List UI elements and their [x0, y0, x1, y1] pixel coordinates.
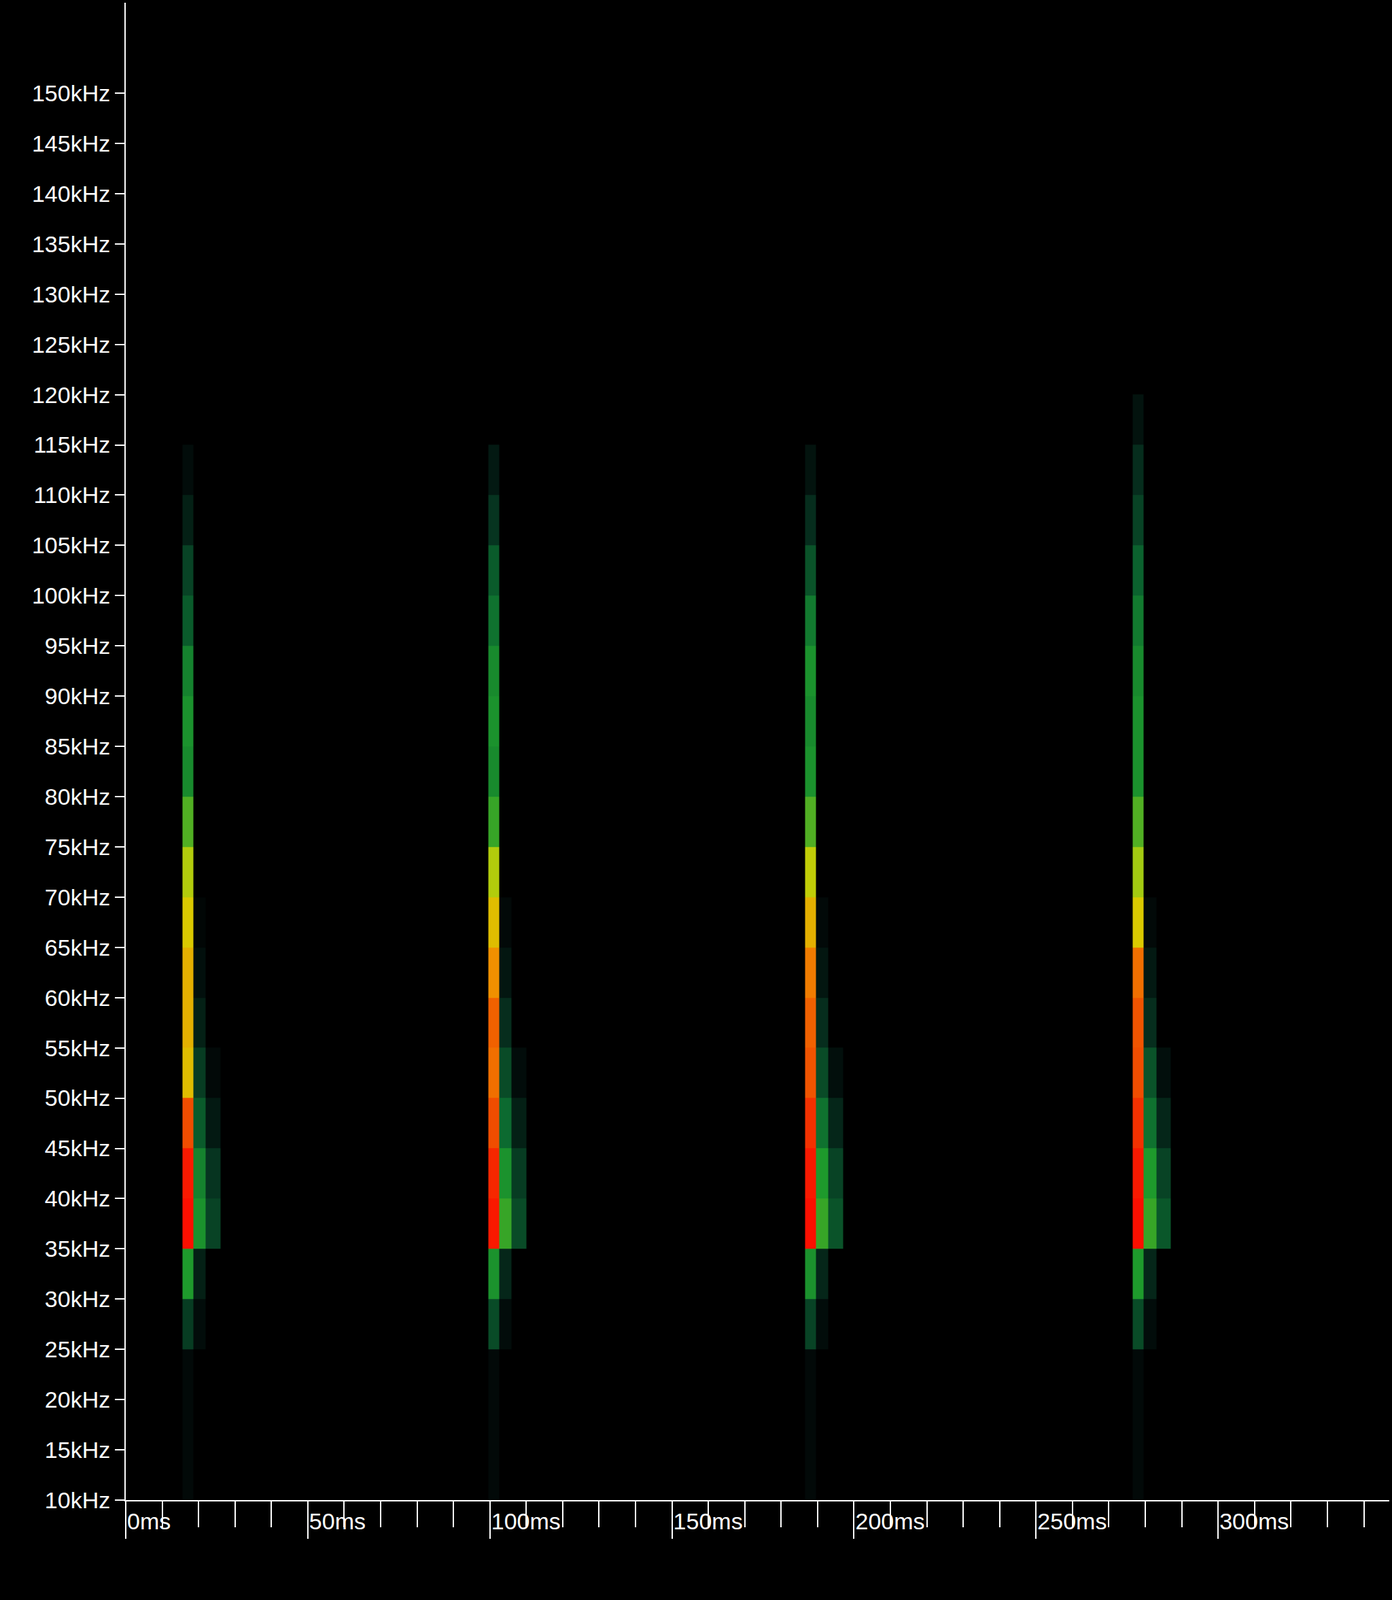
- svg-text:85kHz: 85kHz: [44, 733, 111, 760]
- svg-text:45kHz: 45kHz: [44, 1135, 111, 1161]
- svg-text:130kHz: 130kHz: [31, 281, 111, 308]
- svg-text:80kHz: 80kHz: [44, 783, 111, 810]
- svg-text:90kHz: 90kHz: [44, 683, 111, 709]
- svg-text:125kHz: 125kHz: [31, 331, 111, 358]
- svg-text:50kHz: 50kHz: [44, 1084, 111, 1111]
- svg-text:135kHz: 135kHz: [31, 231, 111, 257]
- svg-text:70kHz: 70kHz: [44, 884, 111, 911]
- svg-text:120kHz: 120kHz: [31, 381, 111, 408]
- svg-text:65kHz: 65kHz: [44, 934, 111, 961]
- svg-text:150kHz: 150kHz: [31, 80, 111, 107]
- svg-text:95kHz: 95kHz: [44, 632, 111, 659]
- svg-text:25kHz: 25kHz: [44, 1336, 111, 1363]
- svg-text:60kHz: 60kHz: [44, 984, 111, 1011]
- svg-text:75kHz: 75kHz: [44, 833, 111, 860]
- svg-text:55kHz: 55kHz: [44, 1035, 111, 1061]
- svg-text:145kHz: 145kHz: [31, 130, 111, 157]
- svg-text:140kHz: 140kHz: [31, 180, 111, 207]
- svg-text:20kHz: 20kHz: [44, 1386, 111, 1413]
- svg-text:40kHz: 40kHz: [44, 1185, 111, 1212]
- svg-text:100ms: 100ms: [491, 1508, 561, 1535]
- svg-text:250ms: 250ms: [1037, 1508, 1107, 1535]
- svg-text:150ms: 150ms: [673, 1508, 743, 1535]
- svg-text:35kHz: 35kHz: [44, 1235, 111, 1262]
- svg-text:105kHz: 105kHz: [31, 532, 111, 559]
- svg-text:30kHz: 30kHz: [44, 1285, 111, 1312]
- svg-text:200ms: 200ms: [855, 1508, 925, 1535]
- svg-text:100kHz: 100kHz: [31, 582, 111, 609]
- svg-text:115kHz: 115kHz: [33, 431, 111, 458]
- svg-text:15kHz: 15kHz: [44, 1436, 111, 1463]
- svg-text:10kHz: 10kHz: [44, 1487, 111, 1513]
- svg-text:0ms: 0ms: [127, 1508, 171, 1535]
- svg-text:300ms: 300ms: [1219, 1508, 1289, 1535]
- svg-text:110kHz: 110kHz: [33, 481, 111, 508]
- svg-text:50ms: 50ms: [309, 1508, 366, 1535]
